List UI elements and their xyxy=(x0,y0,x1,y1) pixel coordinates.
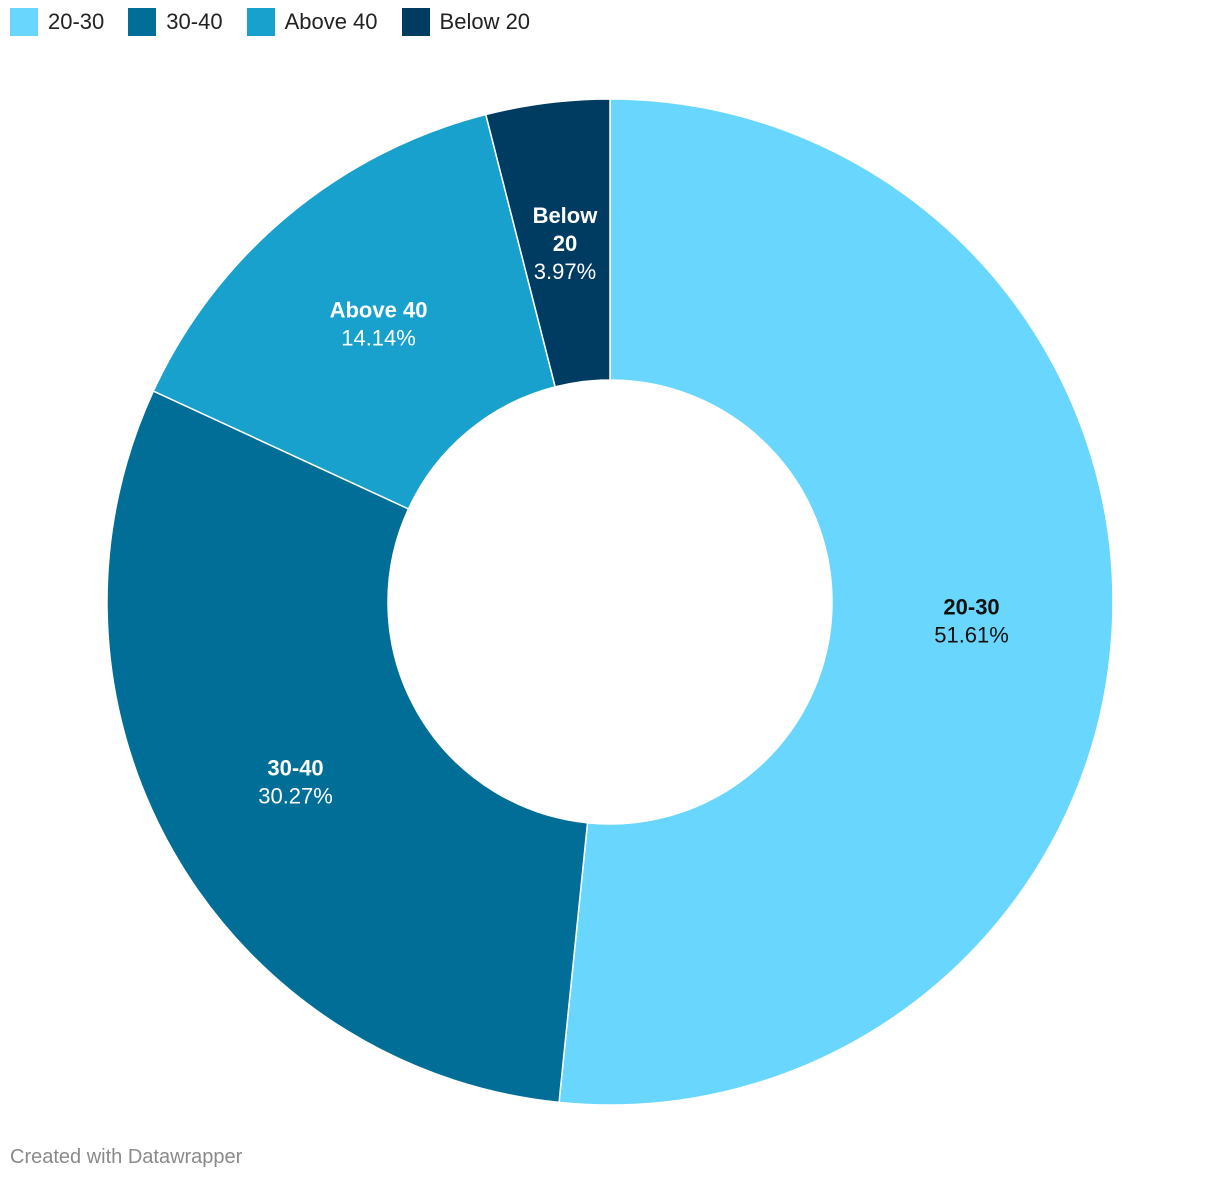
legend-label-above-40: Above 40 xyxy=(284,9,378,34)
slice-label-name: Below xyxy=(533,203,599,228)
slice-30-40 xyxy=(106,390,589,1104)
slice-label-name: 20-30 xyxy=(943,594,999,619)
slice-label-value: 30.27% xyxy=(258,783,333,808)
legend-item-30-40: 30-40 xyxy=(128,8,223,36)
donut-slices xyxy=(106,98,1114,1106)
slice-label-30-40: 30-40 30.27% xyxy=(258,755,333,808)
slice-20-30 xyxy=(558,98,1114,1106)
legend-swatch-above-40 xyxy=(246,8,275,36)
slice-label-value: 3.97% xyxy=(534,259,596,284)
legend-item-above-40: Above 40 xyxy=(246,8,378,36)
slice-labels: 20-30 51.61% 30-40 30.27% Above 40 14.14% Belo… xyxy=(258,203,1009,809)
legend-swatch-below-20 xyxy=(401,8,430,36)
legend-swatch-20-30 xyxy=(10,8,38,36)
slice-label-value: 51.61% xyxy=(934,622,1009,647)
slice-label-name: 30-40 xyxy=(267,755,323,780)
legend: 20-30 30-40 Above 40 Below 20 xyxy=(10,8,530,36)
slice-label-name: 20 xyxy=(553,231,577,256)
slice-above-40 xyxy=(152,113,557,510)
footer-credit: Created with Datawrapper xyxy=(10,1146,243,1168)
legend-label-below-20: Below 20 xyxy=(439,9,531,34)
slice-label-20-30: 20-30 51.61% xyxy=(934,594,1009,647)
slice-below-20 xyxy=(484,98,611,388)
slice-label-name: Above 40 xyxy=(330,298,428,323)
legend-label-30-40: 30-40 xyxy=(166,9,223,34)
legend-item-20-30: 20-30 xyxy=(10,8,104,36)
legend-label-20-30: 20-30 xyxy=(48,9,105,34)
slice-label-above-40: Above 40 14.14% xyxy=(330,298,428,351)
slice-label-below-20: Below 20 3.97% xyxy=(533,203,599,284)
legend-item-below-20: Below 20 xyxy=(401,8,531,36)
legend-swatch-30-40 xyxy=(128,8,157,36)
slice-label-value: 14.14% xyxy=(341,326,416,351)
